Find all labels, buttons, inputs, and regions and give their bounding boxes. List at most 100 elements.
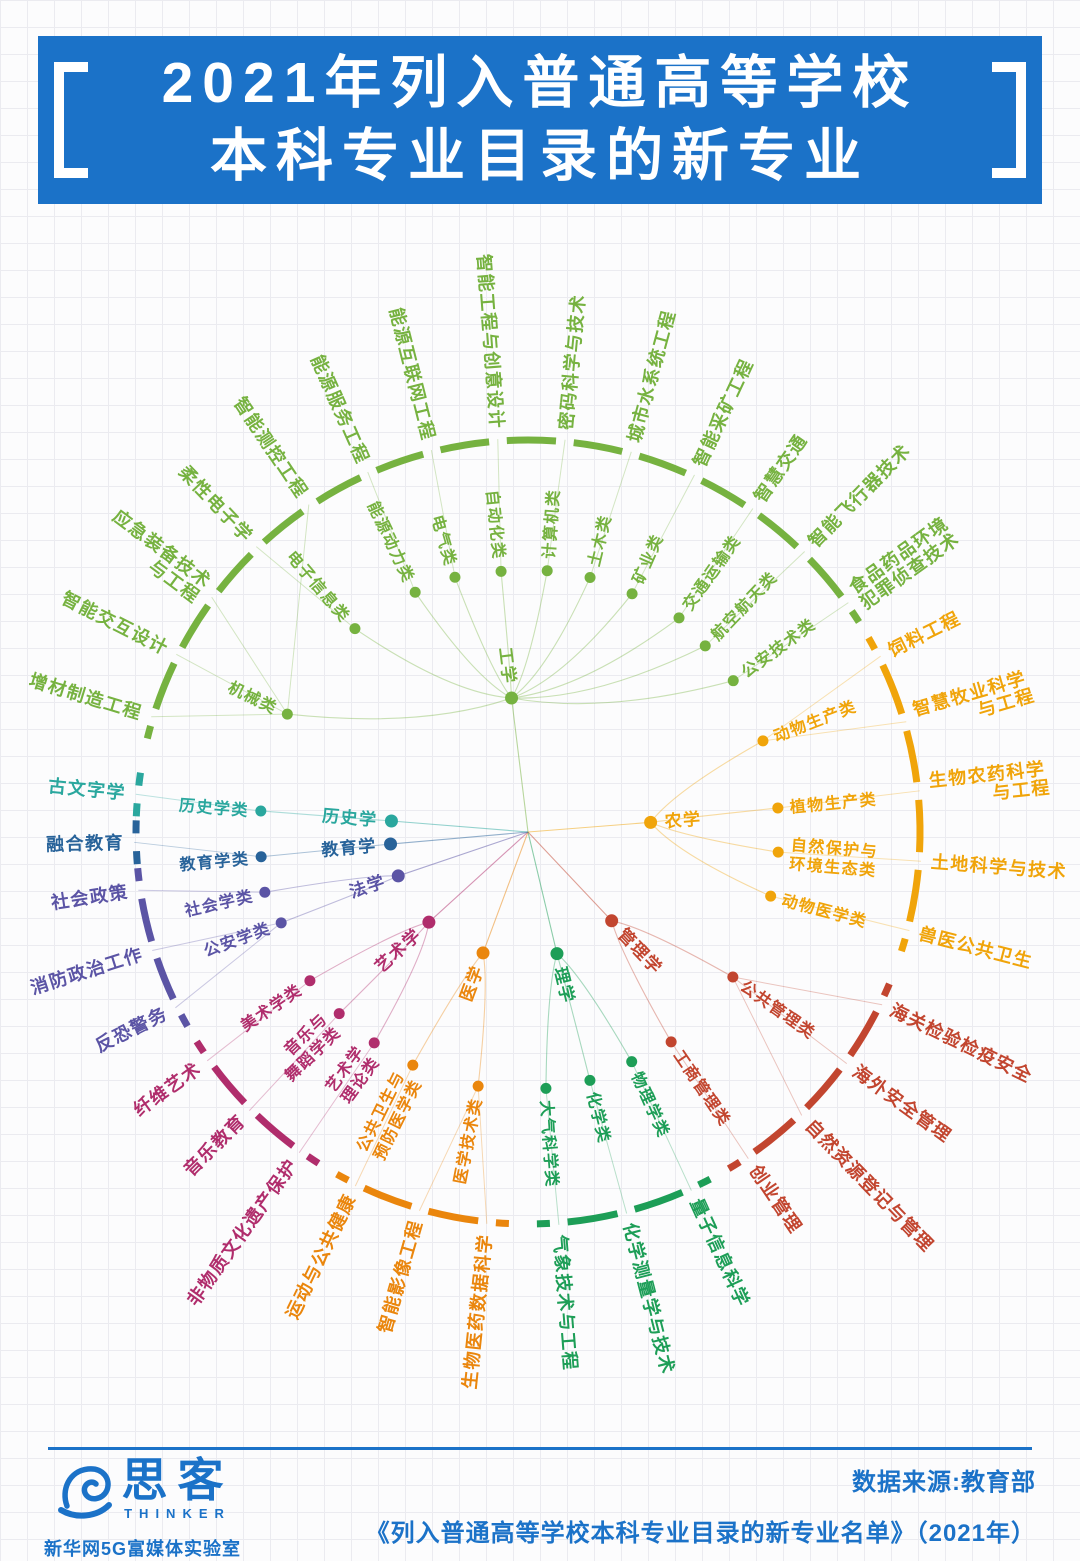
major-label: 城市水系统工程 <box>623 307 679 444</box>
discipline-label: 教育学 <box>319 835 377 860</box>
discipline-dot <box>644 815 658 829</box>
category-label: 医学技术类 <box>450 1096 485 1186</box>
category-dot <box>626 588 638 600</box>
discipline-label: 艺术学 <box>371 924 426 976</box>
major-label: 气象技术与工程 <box>550 1233 582 1372</box>
category-dot <box>349 623 361 635</box>
category-label: 教育学类 <box>179 849 250 874</box>
major-label: 兽医公共卫生 <box>917 923 1036 973</box>
major-label: 柔性电子学 <box>175 461 257 546</box>
right-bracket-icon <box>992 62 1026 178</box>
category-dot <box>584 1074 596 1086</box>
category-dot <box>727 971 739 983</box>
category-dot <box>673 612 685 624</box>
major-label: 智能测控工程 <box>230 393 313 502</box>
category-dot <box>304 975 316 987</box>
source-line2: 《列入普通高等学校本科专业目录的新专业名单》（2021年） <box>365 1520 1036 1547</box>
category-dot <box>727 675 739 687</box>
major-label: 运动与公共健康 <box>281 1190 360 1322</box>
discipline-label: 管理学 <box>614 924 667 978</box>
category-dot <box>772 846 784 858</box>
category-label: 植物生产类 <box>788 789 878 816</box>
major-label: 食品药品环境犯罪侦查技术 <box>844 512 963 613</box>
major-label: 生物医药数据科学 <box>459 1233 496 1390</box>
thinker-logo: 思客 THINKER 新华网5G富媒体实验室 <box>44 1458 241 1561</box>
major-label: 社会政策 <box>50 881 130 913</box>
discipline-dot <box>391 869 405 883</box>
major-label: 化学测量学与技术 <box>620 1220 679 1376</box>
category-label: 历史学类 <box>178 796 249 820</box>
category-label: 大气科学类 <box>537 1100 562 1189</box>
category-dot <box>772 802 784 814</box>
major-label: 音乐教育 <box>179 1110 249 1180</box>
category-dot <box>259 886 271 898</box>
major-label: 饲料工程 <box>884 607 964 661</box>
discipline-dot <box>422 915 436 929</box>
category-label: 能源动力类 <box>364 498 418 585</box>
major-label: 密码科学与技术 <box>555 293 589 431</box>
major-label: 古文字学 <box>47 775 127 803</box>
brand-subtitle: THINKER <box>124 1506 231 1521</box>
category-dot <box>275 917 287 929</box>
major-label: 非物质文化遗产保护 <box>183 1155 302 1310</box>
category-dot <box>255 851 267 863</box>
discipline-label: 工学 <box>495 646 519 685</box>
major-label: 智能影像工程 <box>374 1217 426 1335</box>
category-dot <box>281 708 293 720</box>
major-label: 海关检验检疫安全 <box>887 999 1036 1086</box>
category-dot <box>699 640 711 652</box>
ring-arcs <box>132 436 924 1228</box>
discipline-label: 历史学 <box>321 805 378 829</box>
category-label: 美术学类 <box>237 980 306 1035</box>
footer-divider <box>48 1447 1032 1450</box>
major-label: 海外安全管理 <box>849 1061 956 1147</box>
category-dot <box>255 805 267 817</box>
category-label: 土木类 <box>584 513 615 569</box>
category-dot <box>368 1037 380 1049</box>
category-label: 计算机类 <box>539 488 563 559</box>
discipline-label: 理学 <box>550 965 578 1006</box>
discipline-dot <box>384 837 398 851</box>
major-label: 量子信息科学 <box>686 1195 754 1310</box>
major-label: 反恐警务 <box>92 1002 171 1056</box>
discipline-dot <box>605 914 619 928</box>
category-dot <box>541 565 553 577</box>
title-banner: 2021年列入普通高等学校 本科专业目录的新专业 <box>38 36 1042 204</box>
category-dot <box>449 571 461 583</box>
category-label: 自然保护与环境生态类 <box>789 835 879 880</box>
major-label: 纤维艺术 <box>129 1058 205 1120</box>
major-label: 增材制造工程 <box>27 669 145 723</box>
major-label: 融合教育 <box>46 832 125 855</box>
page-title-line2: 本科专业目录的新专业 <box>210 124 870 188</box>
major-label: 消防政治工作 <box>28 943 146 998</box>
category-dot <box>626 1056 638 1068</box>
lab-name: 新华网5G富媒体实验室 <box>44 1539 242 1559</box>
major-label: 智能工程与创意设计 <box>474 253 508 430</box>
category-label: 公安技术类 <box>738 614 820 681</box>
category-label: 公安学类 <box>201 919 273 961</box>
major-label: 能源服务工程 <box>307 352 374 467</box>
connector-lines <box>134 439 921 1225</box>
discipline-label: 农学 <box>663 808 702 831</box>
category-label: 工商管理类 <box>670 1047 735 1130</box>
category-label: 机械类 <box>225 678 281 718</box>
major-label: 智慧交通 <box>750 430 812 506</box>
major-label: 智能交互设计 <box>58 587 172 658</box>
category-label: 物理学类 <box>627 1069 673 1141</box>
node-dots <box>255 565 784 1094</box>
category-label: 矿业类 <box>629 531 667 587</box>
major-label: 生物农药科学与工程 <box>928 757 1052 809</box>
category-dot <box>495 565 507 577</box>
category-dot <box>584 571 596 583</box>
major-label: 创业管理 <box>745 1160 807 1237</box>
page-title-line1: 2021年列入普通高等学校 <box>161 51 919 116</box>
category-dot <box>409 586 421 598</box>
category-dot <box>472 1080 484 1092</box>
left-bracket-icon <box>54 62 88 178</box>
category-label: 自动化类 <box>483 489 509 561</box>
discipline-dot <box>384 814 398 828</box>
category-dot <box>757 735 769 747</box>
source-line1: 数据来源:教育部 <box>852 1469 1036 1496</box>
